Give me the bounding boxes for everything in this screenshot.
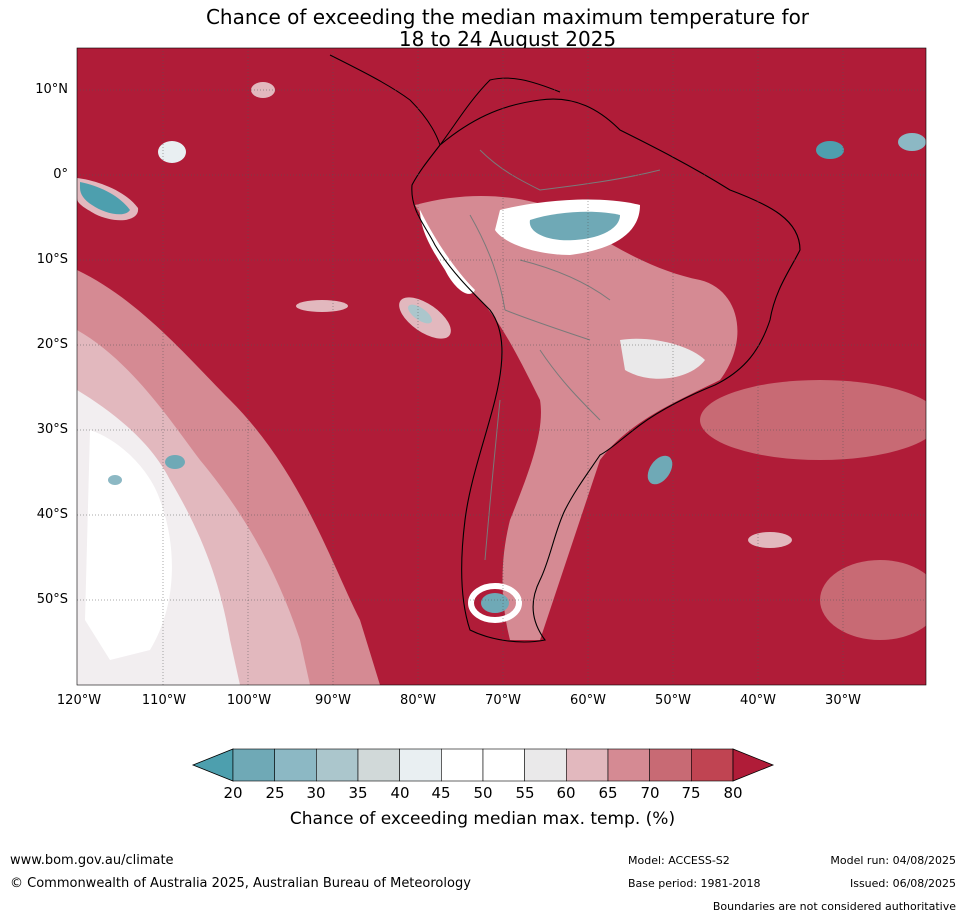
lat-label-20s: 20°S (36, 337, 68, 352)
colorbar-swatch (441, 748, 484, 782)
colorbar-tick: 35 (348, 784, 368, 802)
south-america-coast (411, 98, 801, 643)
copyright-text: © Commonwealth of Australia 2025, Austra… (10, 876, 471, 891)
colorbar-tick: 40 (390, 784, 410, 802)
disclaimer-text: Boundaries are not considered authoritat… (712, 900, 956, 913)
amazon-blue (529, 211, 620, 241)
pacific-patch (158, 141, 186, 163)
colorbar-swatch (607, 748, 650, 782)
atlantic-band (700, 380, 926, 460)
lon-label-120w: 120°W (56, 693, 102, 708)
caribbean-coast (439, 77, 561, 146)
lon-label-100w: 100°W (226, 693, 272, 708)
colorbar-swatch (274, 748, 317, 782)
colorbar-swatch (649, 748, 692, 782)
colorbar-swatch (566, 748, 609, 782)
colorbar-tick: 60 (556, 784, 576, 802)
pacific-patch4 (296, 300, 348, 312)
colorbar-label: Chance of exceeding median max. temp. (%… (289, 809, 676, 829)
andes-band (415, 195, 738, 640)
base-period-text: Base period: 1981-2018 (628, 877, 761, 890)
map-title-line2: 18 to 24 August 2025 (398, 27, 617, 51)
probability-field (77, 82, 926, 685)
lat-label-30s: 30°S (36, 422, 68, 437)
colorbar-tick: 80 (723, 784, 743, 802)
equatorial-blue-core (80, 182, 130, 215)
colorbar (191, 748, 775, 782)
border-4 (539, 349, 601, 421)
border-6 (519, 259, 611, 301)
lat-label-10n: 10°N (35, 82, 68, 97)
website-link[interactable]: www.bom.gov.au/climate (10, 853, 174, 868)
lat-label-50s: 50°S (36, 592, 68, 607)
country-borders (469, 149, 661, 561)
graticule (77, 48, 926, 685)
model-run-text: Model run: 04/08/2025 (830, 854, 956, 867)
colorbar-swatch (524, 748, 567, 782)
colorbar-tick: 55 (515, 784, 535, 802)
lon-label-110w: 110°W (141, 693, 187, 708)
colorbar-swatch (399, 748, 442, 782)
colorbar-tick: 75 (681, 784, 701, 802)
lon-label-80w: 80°W (400, 693, 436, 708)
lon-label-90w: 90°W (315, 693, 351, 708)
border-5 (484, 399, 501, 561)
colorbar-tick: 50 (473, 784, 493, 802)
andes-white (420, 210, 475, 294)
colorbar-tick: 65 (598, 784, 618, 802)
sw-pacific-blue (165, 455, 185, 469)
lon-label-30w: 30°W (825, 693, 861, 708)
lat-label-40s: 40°S (36, 507, 68, 522)
map-frame (76, 47, 927, 686)
sw-pacific-white2 (85, 430, 172, 660)
map-title-line1: Chance of exceeding the median maximum t… (205, 5, 810, 29)
atlantic-blue-1 (816, 141, 844, 159)
lat-label-10s: 10°S (36, 252, 68, 267)
colorbar-swatch (316, 748, 359, 782)
model-text: Model: ACCESS-S2 (628, 854, 730, 867)
colorbar-tick: 25 (265, 784, 285, 802)
colorbar-under-triangle (191, 748, 234, 782)
colorbar-over-triangle (732, 748, 775, 782)
border-1 (479, 149, 661, 191)
sw-pacific-blue2 (108, 475, 122, 485)
brazil-white (620, 338, 705, 379)
border-3 (504, 309, 591, 341)
central-america-coast (329, 54, 441, 146)
colorbar-tick: 45 (431, 784, 451, 802)
colorbar-swatch (482, 748, 525, 782)
pacific-patch3-core (408, 304, 432, 324)
lat-label-0: 0° (53, 167, 68, 182)
atlantic-blue-2 (898, 133, 926, 151)
colorbar-tick: 20 (223, 784, 243, 802)
colorbar-swatch (691, 748, 734, 782)
coastlines (329, 54, 801, 643)
atlantic-band-2 (820, 560, 926, 640)
colorbar-swatch (232, 748, 275, 782)
atlantic-patch (647, 455, 673, 485)
colorbar-swatch (357, 748, 400, 782)
colorbar-tick: 70 (640, 784, 660, 802)
colorbar-tick: 30 (306, 784, 326, 802)
patagonia-blue (481, 593, 509, 613)
lon-label-60w: 60°W (570, 693, 606, 708)
atlantic-patch-2 (748, 532, 792, 548)
patagonia-white (468, 583, 522, 623)
lon-label-50w: 50°W (655, 693, 691, 708)
lon-label-40w: 40°W (740, 693, 776, 708)
issued-text: Issued: 06/08/2025 (849, 877, 956, 890)
lon-label-70w: 70°W (485, 693, 521, 708)
